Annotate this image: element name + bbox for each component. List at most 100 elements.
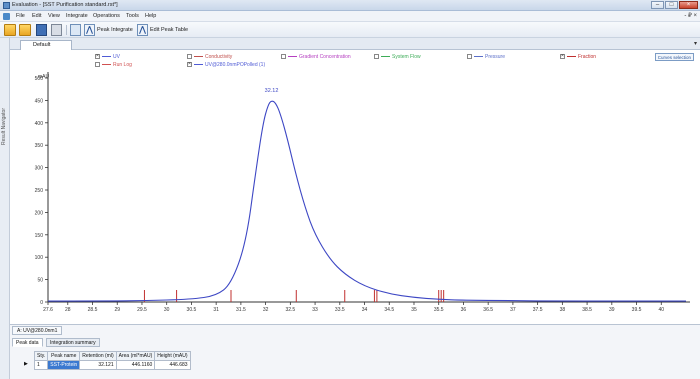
edit-peak-table-icon[interactable]: ⋀ xyxy=(137,24,148,36)
maximize-button[interactable]: □ xyxy=(665,1,678,9)
legend-item-conductivity[interactable]: Conductivity xyxy=(187,54,232,60)
checkbox-icon[interactable] xyxy=(467,54,472,60)
open-folder-icon[interactable] xyxy=(4,24,16,36)
menu-operations[interactable]: Operations xyxy=(93,13,120,19)
checkbox-icon[interactable] xyxy=(95,54,100,60)
legend-label: Pressure xyxy=(485,54,506,60)
tab-default[interactable]: Default xyxy=(20,40,72,50)
curves-selection-button[interactable]: Curves selection xyxy=(654,53,694,61)
x-tick-label: 29 xyxy=(114,307,120,313)
peak-integrate-icon[interactable]: ⋀ xyxy=(84,24,95,36)
x-tick-label: 31.5 xyxy=(236,307,246,313)
peak-table[interactable]: Sty. Peak name Retention (ml) Area (ml*m… xyxy=(33,351,191,370)
x-tick-label: 37 xyxy=(510,307,516,313)
menu-bar: File Edit View Integrate Operations Tool… xyxy=(0,11,700,22)
result-navigator-panel[interactable]: Result Navigator xyxy=(0,38,10,379)
legend-item-run-log[interactable]: Run Log xyxy=(95,62,132,68)
close-button[interactable]: × xyxy=(679,1,698,9)
x-tick-label: 33.5 xyxy=(335,307,345,313)
legend-item-pressure[interactable]: Pressure xyxy=(467,54,505,60)
peak-integrate-button[interactable]: Peak Integrate xyxy=(97,27,133,33)
table-cell[interactable]: SST-Protein xyxy=(47,360,81,370)
table-cell[interactable]: 446.1160 xyxy=(115,360,156,370)
peak-table-header: Sty. Peak name Retention (ml) Area (ml*m… xyxy=(33,351,191,361)
table-cell[interactable]: 1 xyxy=(33,360,49,370)
chromatogram-document: Default ▾ Curves selection UV Conductivi… xyxy=(10,38,700,379)
checkbox-icon[interactable] xyxy=(187,54,192,60)
mdi-window-controls[interactable]: - ₽ × xyxy=(684,13,697,19)
toolbar-separator xyxy=(66,25,67,35)
legend-swatch xyxy=(194,64,203,66)
x-tick-label: 40 xyxy=(658,307,664,313)
x-tick-label: 39.5 xyxy=(632,307,642,313)
tab-peak-data[interactable]: Peak data xyxy=(12,338,43,347)
toolbar: ⋀ Peak Integrate ⋀ Edit Peak Table xyxy=(0,22,700,38)
chart-area[interactable]: Curves selection UV Conductivity Gradien… xyxy=(10,50,700,324)
edit-peak-table-button[interactable]: Edit Peak Table xyxy=(150,27,189,33)
legend-item-gradient[interactable]: Gradient Concentration xyxy=(281,54,351,60)
x-tick-label: 35.5 xyxy=(434,307,444,313)
legend-label: Run Log xyxy=(113,62,132,68)
menu-edit[interactable]: Edit xyxy=(32,13,42,19)
column-header[interactable]: Peak name xyxy=(47,351,81,361)
print-icon[interactable] xyxy=(51,24,62,36)
x-tick-label: 28 xyxy=(65,307,71,313)
chromatogram-plot[interactable]: 0 50 100 150 200 250 300 350 400 450 500 27.6 28 28.5… xyxy=(10,50,700,324)
curve-tab[interactable]: A: UV@280.0nm1 xyxy=(12,326,63,335)
legend-label: Conductivity xyxy=(205,54,233,60)
table-row[interactable]: 1 SST-Protein 32.121 446.1160 446.683 xyxy=(33,360,191,370)
checkbox-icon[interactable] xyxy=(281,54,286,60)
legend-swatch xyxy=(194,56,203,58)
menu-help[interactable]: Help xyxy=(145,13,157,19)
y-tick-label: 500 xyxy=(35,76,44,82)
menu-view[interactable]: View xyxy=(48,13,60,19)
table-cell[interactable]: 446.683 xyxy=(154,360,191,370)
open-result-icon[interactable] xyxy=(19,24,31,36)
y-tick-label: 450 xyxy=(35,98,44,104)
x-tick-label: 36 xyxy=(461,307,467,313)
x-tick-label: 37.5 xyxy=(533,307,543,313)
tab-dropdown-icon[interactable]: ▾ xyxy=(693,41,697,47)
y-tick-label: 0 xyxy=(40,300,43,306)
report-icon[interactable] xyxy=(70,24,81,36)
tab-integration-summary[interactable]: Integration summary xyxy=(46,338,100,347)
minimize-button[interactable]: – xyxy=(651,1,664,9)
menu-integrate[interactable]: Integrate xyxy=(66,13,88,19)
x-tick-label: 39 xyxy=(609,307,615,313)
x-tick-label: 34 xyxy=(362,307,368,313)
table-cell[interactable]: 32.121 xyxy=(79,360,117,370)
x-tick-label: 32.5 xyxy=(285,307,295,313)
legend-item-uv-pooled[interactable]: UV@280.0nmPOPolled (1) xyxy=(187,62,265,68)
column-header[interactable]: Height (mAU) xyxy=(154,351,191,361)
legend-label: System Flow xyxy=(392,54,421,60)
x-tick-label: 29.5 xyxy=(137,307,147,313)
column-header[interactable]: Area (ml*mAU) xyxy=(115,351,156,361)
legend-swatch xyxy=(102,64,111,66)
checkbox-icon[interactable] xyxy=(187,62,192,68)
y-tick-label: 200 xyxy=(35,210,44,216)
legend-swatch xyxy=(567,56,576,58)
document-icon xyxy=(3,13,10,20)
save-icon[interactable] xyxy=(36,24,47,36)
x-tick-label: 30.5 xyxy=(187,307,197,313)
legend-item-fraction[interactable]: Fraction xyxy=(560,54,596,60)
x-tick-label: 31 xyxy=(213,307,219,313)
menu-file[interactable]: File xyxy=(16,13,25,19)
column-header[interactable]: Sty. xyxy=(33,351,49,361)
y-axis-unit: mAU xyxy=(38,74,50,80)
y-tick-label: 150 xyxy=(35,233,44,239)
legend-item-system-flow[interactable]: System Flow xyxy=(374,54,421,60)
checkbox-icon[interactable] xyxy=(95,62,100,68)
menu-tools[interactable]: Tools xyxy=(126,13,139,19)
results-panel: A: UV@280.0nm1 Peak data Integration sum… xyxy=(10,324,700,379)
checkbox-icon[interactable] xyxy=(374,54,379,60)
uv-series-line xyxy=(47,100,686,302)
column-header[interactable]: Retention (ml) xyxy=(79,351,117,361)
window-title: Evaluation - [SST Purification standard.… xyxy=(12,2,118,8)
x-tick-label: 28.5 xyxy=(88,307,98,313)
checkbox-icon[interactable] xyxy=(560,54,565,60)
legend-swatch xyxy=(381,56,390,58)
y-tick-label: 250 xyxy=(35,188,44,194)
legend-item-uv[interactable]: UV xyxy=(95,54,120,60)
x-tick-label: 38.5 xyxy=(582,307,592,313)
